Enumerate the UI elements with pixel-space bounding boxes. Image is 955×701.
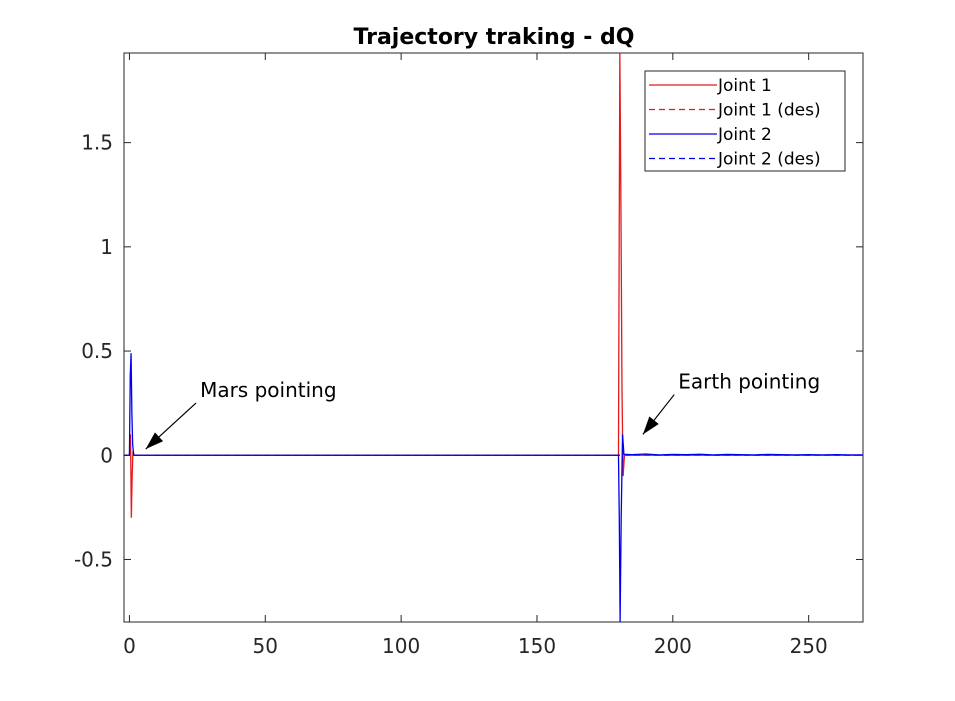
- annotation-arrow-head: [145, 432, 164, 450]
- x-tick-label: 200: [654, 634, 692, 658]
- x-tick-label: 250: [790, 634, 828, 658]
- legend-box: [644, 70, 846, 172]
- y-tick-label: 0.5: [81, 339, 113, 363]
- chart-title: Trajectory traking - dQ: [354, 25, 635, 50]
- y-tick-label: 1.5: [81, 131, 113, 155]
- y-tick-label: 0: [100, 443, 113, 467]
- annotation-label: Earth pointing: [678, 370, 820, 394]
- annotation-arrow-head: [642, 416, 659, 435]
- legend-entry-label: Joint 2 (des): [717, 150, 821, 170]
- legend: Joint 1 Joint 1 (des) Joint 2 Joint 2 (des): [644, 70, 846, 172]
- x-tick-label: 0: [123, 634, 136, 658]
- x-tick-label: 100: [382, 634, 420, 658]
- series-layer: [124, 52, 863, 623]
- y-tick-label: -0.5: [74, 547, 113, 571]
- x-tick-label: 50: [253, 634, 278, 658]
- annotation-layer: Mars pointing Earth pointing: [145, 370, 820, 450]
- legend-entry-label: Joint 1: [717, 76, 772, 96]
- legend-entry-label: Joint 1 (des): [717, 101, 821, 121]
- x-tick-label: 150: [518, 634, 556, 658]
- y-tick-label: 1: [100, 235, 113, 259]
- series-line-joint-2: [124, 353, 863, 623]
- annotation-label: Mars pointing: [200, 378, 336, 402]
- legend-entry-label: Joint 2: [717, 125, 772, 145]
